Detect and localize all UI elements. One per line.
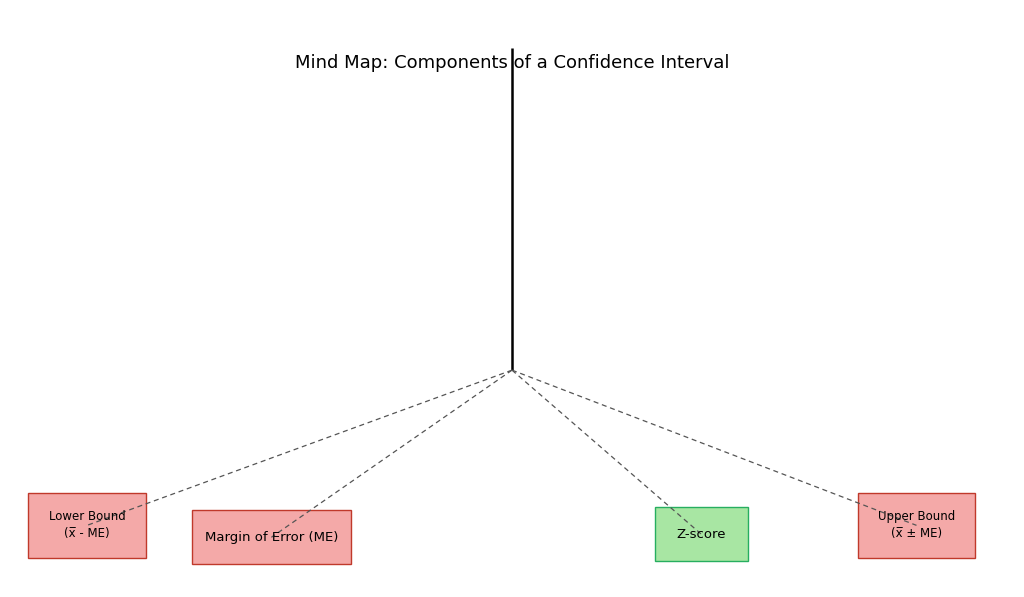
Text: Lower Bound
(x̅ - ME): Lower Bound (x̅ - ME) — [49, 510, 125, 540]
Text: Mind Map: Components of a Confidence Interval: Mind Map: Components of a Confidence Int… — [295, 54, 729, 72]
Text: Margin of Error (ME): Margin of Error (ME) — [205, 531, 338, 544]
Text: Upper Bound
(x̅ ± ME): Upper Bound (x̅ ± ME) — [878, 510, 955, 540]
FancyBboxPatch shape — [858, 493, 975, 558]
FancyBboxPatch shape — [655, 507, 748, 561]
Text: Z-score: Z-score — [677, 528, 726, 541]
FancyBboxPatch shape — [29, 493, 146, 558]
FancyBboxPatch shape — [193, 510, 350, 564]
